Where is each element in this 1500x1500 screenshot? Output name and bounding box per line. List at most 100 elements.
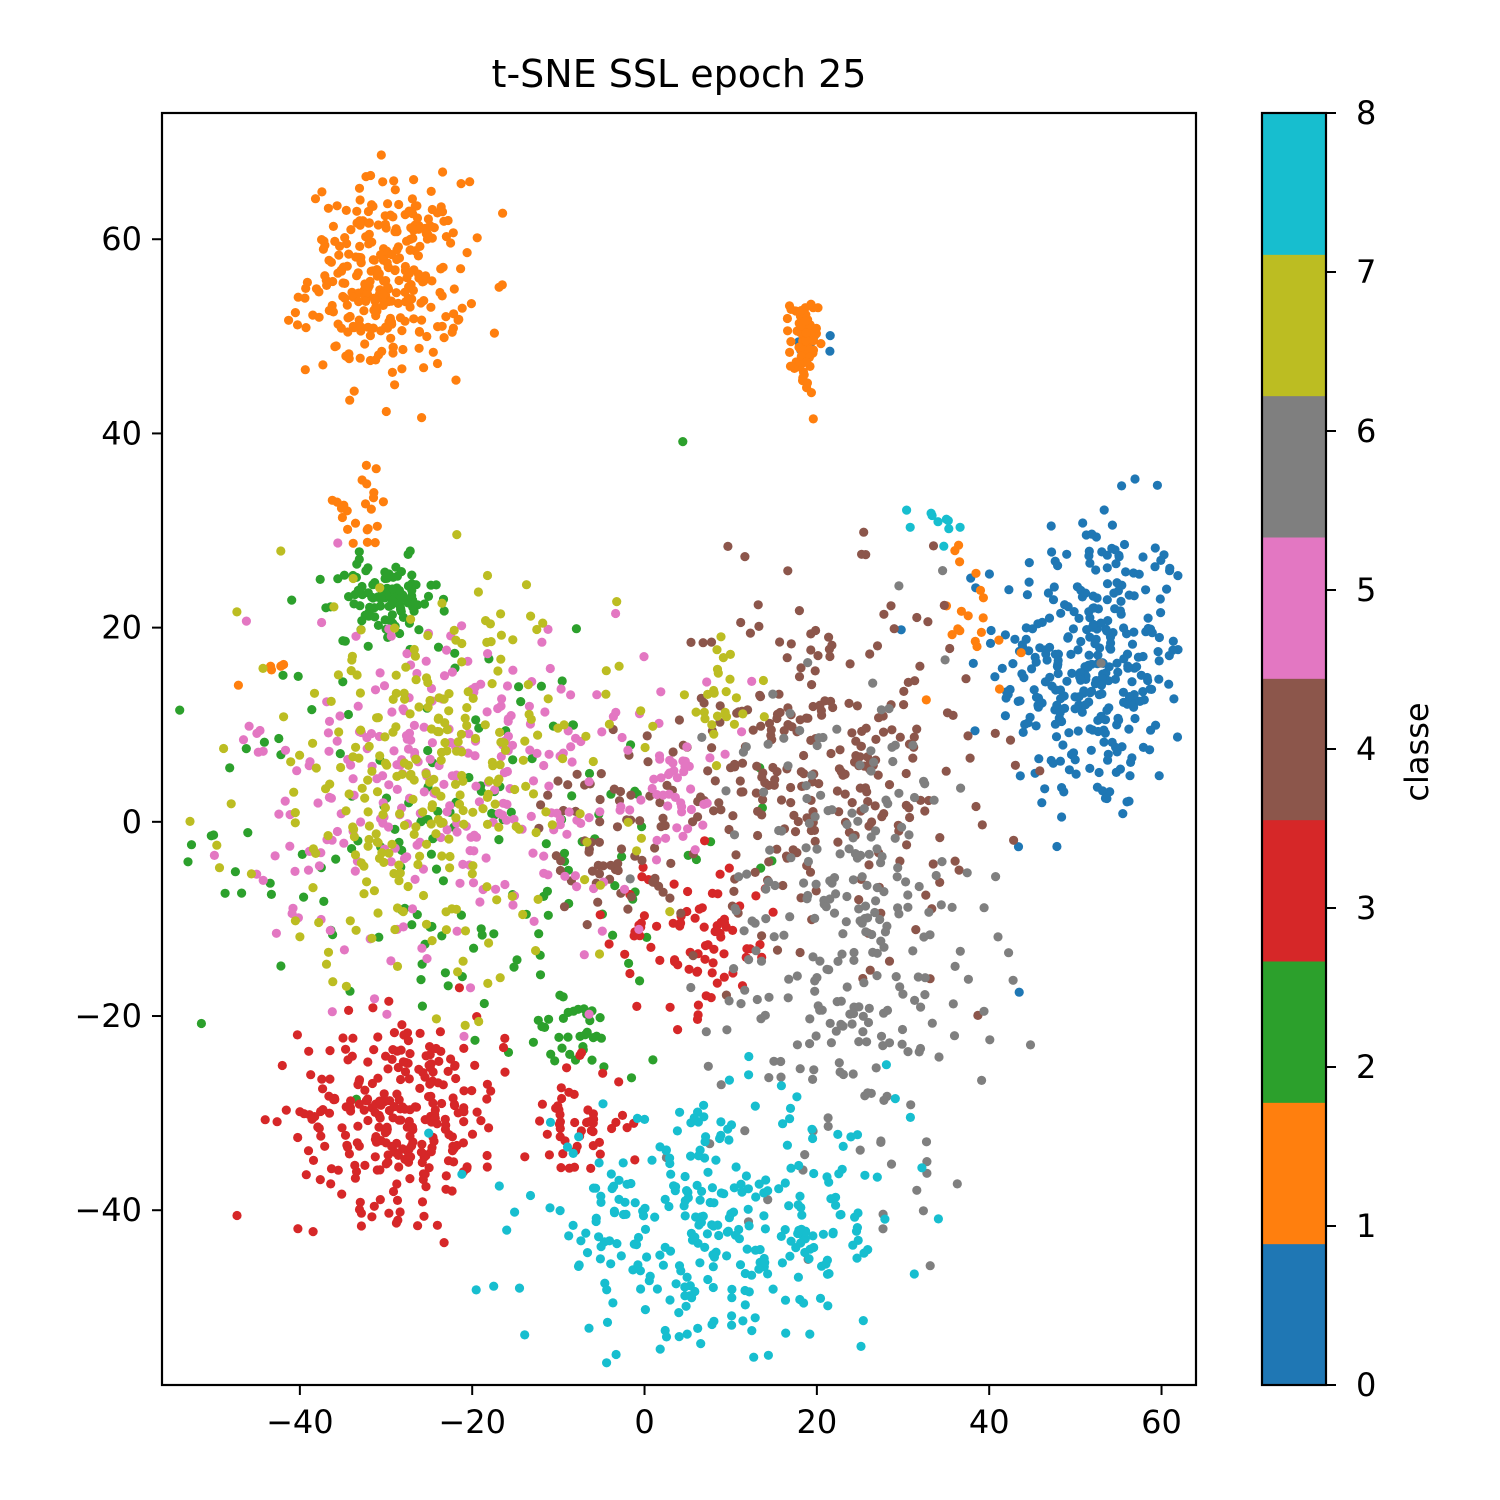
data-point xyxy=(345,916,355,926)
data-point xyxy=(558,754,568,764)
data-point xyxy=(547,820,557,830)
data-point xyxy=(388,1045,398,1055)
data-point xyxy=(363,1094,373,1104)
data-point xyxy=(1000,630,1011,640)
data-point xyxy=(883,799,893,809)
data-point xyxy=(433,642,444,652)
data-point xyxy=(454,314,464,324)
data-point xyxy=(918,1206,929,1216)
data-point xyxy=(1083,662,1093,672)
data-point xyxy=(873,770,883,780)
data-point xyxy=(400,1104,410,1114)
data-point xyxy=(701,1027,711,1037)
data-point xyxy=(595,910,605,920)
data-point xyxy=(938,566,948,576)
data-point xyxy=(290,818,300,828)
data-point xyxy=(700,941,711,951)
data-point xyxy=(382,1009,392,1019)
colorbar-tick-label: 0 xyxy=(1356,1366,1376,1404)
data-point xyxy=(863,797,873,807)
data-point xyxy=(343,524,353,535)
data-point xyxy=(417,1157,427,1168)
data-point xyxy=(654,881,664,891)
data-point xyxy=(433,714,443,724)
data-point xyxy=(429,774,439,784)
data-point xyxy=(1046,521,1056,531)
data-point xyxy=(734,872,744,882)
data-point xyxy=(655,754,665,764)
data-point xyxy=(415,1083,425,1093)
data-point xyxy=(362,877,372,887)
data-point xyxy=(1090,639,1100,649)
data-point xyxy=(863,1017,874,1028)
data-point xyxy=(865,649,875,659)
data-point xyxy=(528,848,538,858)
data-point xyxy=(503,731,513,741)
data-point xyxy=(421,769,431,779)
data-point xyxy=(963,974,974,984)
data-point xyxy=(316,1106,326,1117)
data-point xyxy=(799,878,809,888)
data-point xyxy=(785,912,795,922)
data-point xyxy=(439,779,449,790)
data-point xyxy=(1146,725,1156,735)
data-point xyxy=(993,932,1003,942)
data-point xyxy=(884,956,895,966)
data-point xyxy=(656,773,666,783)
data-point xyxy=(325,1074,335,1084)
data-point xyxy=(492,895,502,905)
data-point xyxy=(903,890,913,900)
x-tick-label: 40 xyxy=(969,1403,1010,1441)
data-point xyxy=(757,810,767,820)
data-point xyxy=(441,645,452,655)
data-point xyxy=(650,843,660,853)
data-point xyxy=(937,857,947,867)
data-point xyxy=(415,851,425,861)
data-point xyxy=(440,738,450,748)
data-point xyxy=(976,627,987,638)
data-point xyxy=(727,1284,737,1294)
data-point xyxy=(369,1201,379,1211)
data-point xyxy=(640,1114,650,1124)
data-point xyxy=(279,712,289,722)
data-point xyxy=(356,322,366,332)
data-point xyxy=(348,774,358,784)
data-point xyxy=(1048,758,1058,768)
colorbar-tick-label: 3 xyxy=(1356,889,1376,927)
data-point xyxy=(398,1144,408,1154)
data-point xyxy=(498,208,508,218)
data-point xyxy=(421,1051,431,1061)
data-point xyxy=(970,636,980,647)
data-point xyxy=(571,624,582,634)
data-point xyxy=(633,1260,643,1270)
data-point xyxy=(665,1295,675,1305)
data-point xyxy=(727,1311,737,1321)
data-point xyxy=(1097,689,1107,699)
data-point xyxy=(535,1116,545,1126)
data-point xyxy=(601,666,611,676)
data-point xyxy=(468,878,479,888)
data-point xyxy=(476,679,486,689)
data-point xyxy=(528,789,539,799)
data-point xyxy=(559,902,570,912)
data-point xyxy=(1077,707,1087,717)
data-point xyxy=(1102,579,1113,589)
data-point xyxy=(619,884,630,894)
data-point xyxy=(361,460,371,470)
data-point xyxy=(481,853,491,863)
data-point xyxy=(438,167,448,177)
data-point xyxy=(274,809,284,819)
data-point xyxy=(409,720,419,731)
data-point xyxy=(829,908,840,918)
data-point xyxy=(738,1316,748,1326)
data-point xyxy=(1154,674,1164,684)
data-point xyxy=(595,880,606,890)
data-point xyxy=(724,1075,735,1085)
data-point xyxy=(436,264,446,274)
data-point xyxy=(750,1101,760,1111)
data-point xyxy=(1057,812,1067,822)
data-point xyxy=(674,715,685,725)
data-point xyxy=(739,926,749,936)
data-point xyxy=(422,954,432,964)
data-point xyxy=(363,1057,373,1067)
